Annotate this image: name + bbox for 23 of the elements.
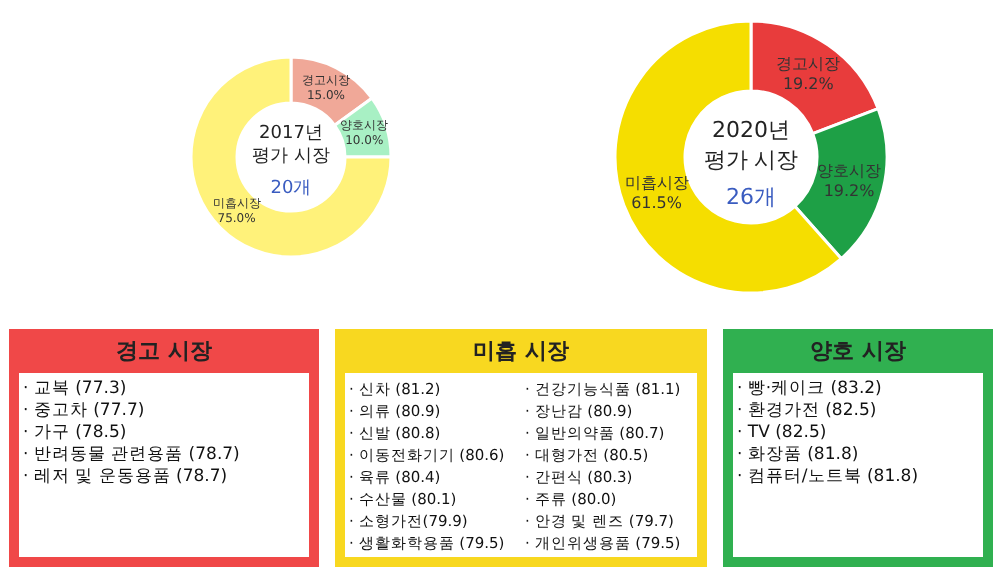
text: 26개 [726, 183, 776, 210]
data-label: 61.5% [631, 193, 683, 212]
text: 미흡 시장 [473, 338, 569, 364]
text: 양호 시장 [810, 338, 906, 364]
text: · TV (82.5) [737, 423, 827, 443]
text: 20개 [270, 179, 312, 200]
text: · 교복 (77.3) [23, 379, 127, 399]
text: · 가구 (78.5) [23, 423, 127, 443]
text: 2017년 평가 시장 [252, 123, 330, 167]
text: · 레저 및 운동용품 (78.7) [23, 467, 228, 487]
data-label: 19.2% [823, 181, 876, 200]
text: · 컴퓨터/노트북 (81.8) [737, 467, 919, 487]
text: 경고 시장 [116, 338, 212, 364]
text: · 화장품 (81.8) [737, 445, 859, 465]
text: · 반려동물 관련용품 (78.7) [23, 445, 240, 465]
text: · 환경가전 (82.5) [737, 401, 877, 421]
slice-label: 양호시장 [817, 162, 882, 181]
text: 2020년 평가 시장 [703, 117, 799, 173]
text: · 빵·케이크 (83.2) [737, 379, 882, 399]
text: · 중고차 (77.7) [23, 401, 145, 421]
slice-label: 미흡시장 [624, 173, 689, 192]
slice-label: 경고시장 [776, 54, 841, 73]
data-label: 19.2% [782, 74, 835, 93]
